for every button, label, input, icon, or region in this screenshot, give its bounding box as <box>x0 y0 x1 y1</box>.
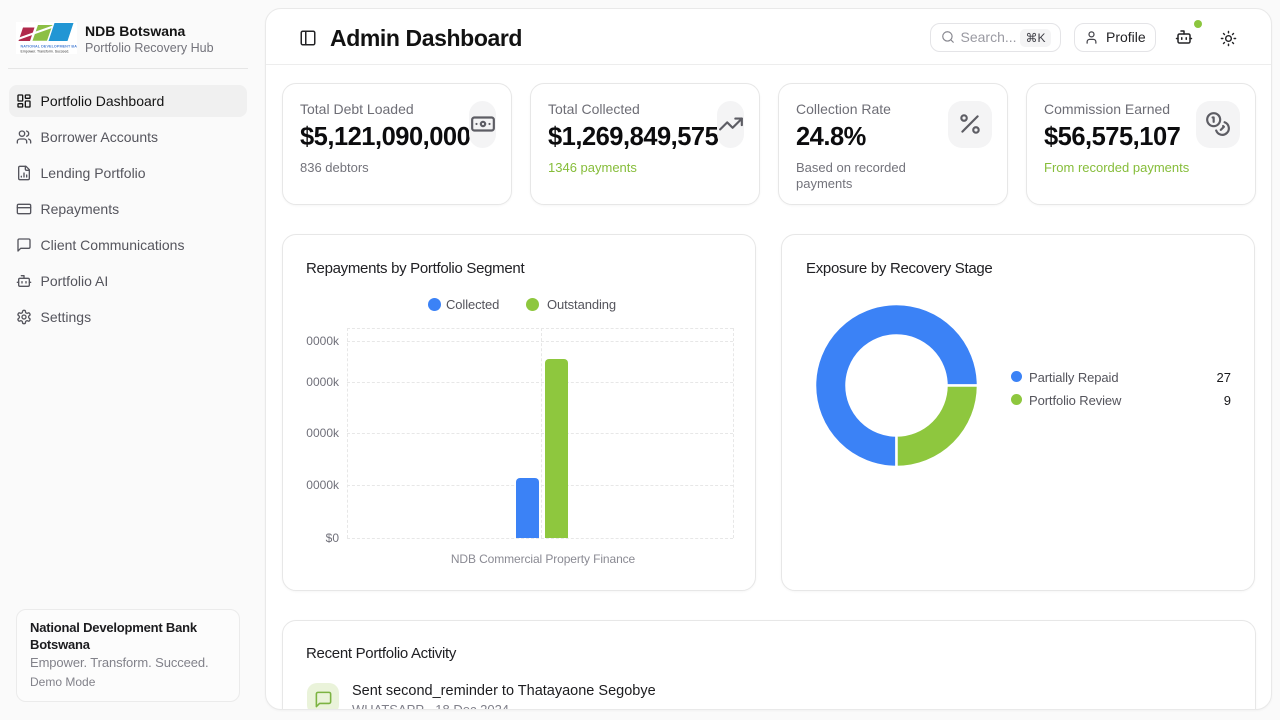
svg-text:Empower. Transform. Succeed.: Empower. Transform. Succeed. <box>21 50 70 54</box>
svg-text:NATIONAL DEVELOPMENT BANK: NATIONAL DEVELOPMENT BANK <box>21 45 78 49</box>
